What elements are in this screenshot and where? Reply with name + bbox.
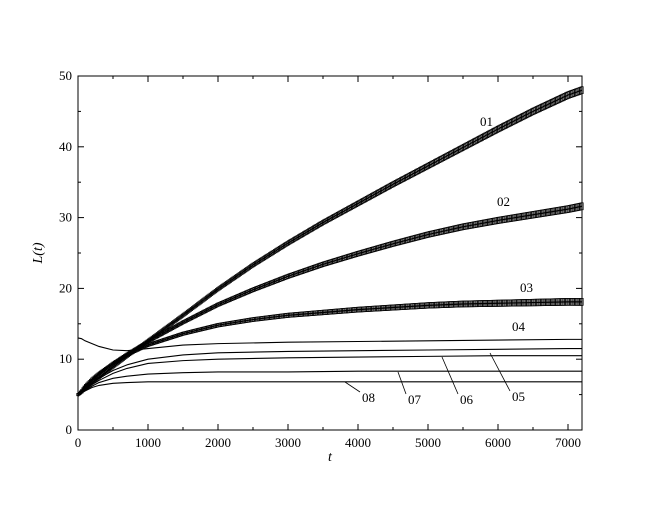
series-label-08: 08 [362, 390, 375, 405]
series-label-02: 02 [497, 194, 510, 209]
series-label-03: 03 [520, 280, 533, 295]
y-tick-label: 30 [59, 210, 72, 225]
series-04 [77, 337, 582, 352]
series-05 [77, 348, 582, 397]
y-tick-label: 10 [59, 351, 72, 366]
series-label-04: 04 [512, 319, 526, 334]
series-label-05: 05 [512, 389, 525, 404]
series-06 [77, 355, 582, 397]
x-tick-label: 3000 [275, 435, 301, 450]
series-layer [76, 86, 584, 397]
series-08 [77, 381, 582, 397]
series-labels: 01 02 03 04 05 06 07 08 [344, 114, 533, 407]
x-tick-label: 4000 [345, 435, 371, 450]
x-tick-label: 2000 [205, 435, 231, 450]
plot-frame [77, 75, 583, 431]
x-axis-title: t [328, 450, 333, 465]
series-03 [76, 298, 584, 397]
x-tick-label: 7000 [555, 435, 581, 450]
series-line-05 [77, 348, 582, 397]
series-line-06 [77, 355, 582, 397]
y-tick-label: 20 [59, 280, 72, 295]
series-line-07 [77, 370, 582, 397]
series-02 [76, 202, 584, 397]
series-label-06: 06 [460, 392, 474, 407]
series-label-07: 07 [408, 392, 422, 407]
x-tick-label: 6000 [485, 435, 511, 450]
y-tick-label: 50 [59, 68, 72, 83]
x-tick-label: 1000 [135, 435, 161, 450]
x-tick-label: 0 [75, 435, 82, 450]
series-line-08 [77, 381, 582, 397]
y-tick-label: 40 [59, 139, 72, 154]
y-axis-title: L(t) [31, 242, 46, 264]
leader-line-05 [489, 352, 511, 392]
leader-line-06 [441, 356, 459, 395]
series-line-04 [77, 337, 582, 352]
x-tick-label: 5000 [415, 435, 441, 450]
leader-line-07 [397, 371, 407, 395]
series-07 [77, 370, 582, 397]
series-label-01: 01 [480, 114, 493, 129]
y-tick-label: 0 [66, 422, 73, 437]
leader-line-08 [344, 381, 361, 393]
